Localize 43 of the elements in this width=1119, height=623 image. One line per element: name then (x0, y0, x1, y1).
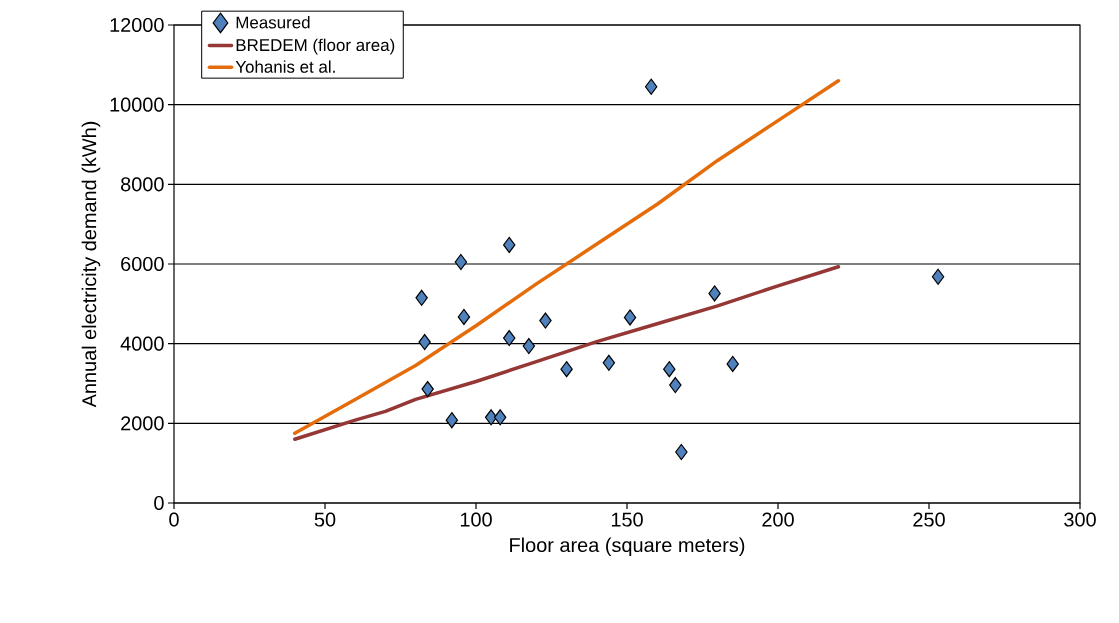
point (454, 253, 468, 271)
x-tick-label: 250 (913, 512, 945, 527)
x-tick-label: 100 (460, 512, 492, 527)
point (539, 312, 552, 329)
legend-label: Measured (236, 16, 310, 29)
point (484, 409, 498, 426)
x-tick-label: 50 (314, 512, 336, 527)
y-tick-label: 6000 (121, 256, 164, 272)
point (457, 308, 471, 326)
point (445, 412, 459, 429)
point (644, 78, 658, 95)
y-tick-label: 2000 (121, 416, 164, 431)
x-tick-label: 300 (1064, 512, 1096, 527)
y-tick-label: 0 (154, 495, 164, 511)
point (602, 354, 616, 371)
point (418, 333, 431, 351)
point (522, 337, 536, 355)
line-series (293, 79, 841, 436)
y-axis-title: Annual electricity demand (kWh) (81, 121, 101, 408)
legend-label: BREDEM (floor area) (236, 38, 395, 55)
y-tick-label: 10000 (110, 97, 164, 112)
point (726, 355, 739, 373)
y-tick-label: 8000 (121, 177, 164, 192)
point (421, 380, 434, 398)
point (675, 443, 688, 461)
x-tick-label: 0 (169, 512, 179, 527)
point (669, 376, 682, 394)
point (503, 236, 516, 253)
point (623, 309, 637, 326)
y-tick-label: 12000 (110, 17, 164, 33)
x-tick-label: 150 (611, 512, 643, 527)
y-tick-label: 4000 (120, 336, 164, 351)
x-tick-label: 200 (762, 512, 794, 527)
point (493, 409, 507, 426)
x-axis-title: Floor area (square meters) (510, 537, 745, 557)
point (931, 268, 945, 285)
point (663, 361, 676, 378)
point (415, 289, 428, 306)
point (560, 361, 573, 378)
legend-label: Yohanis et al. (235, 60, 335, 73)
point (708, 285, 721, 302)
point (503, 329, 516, 347)
line-series (293, 265, 841, 442)
